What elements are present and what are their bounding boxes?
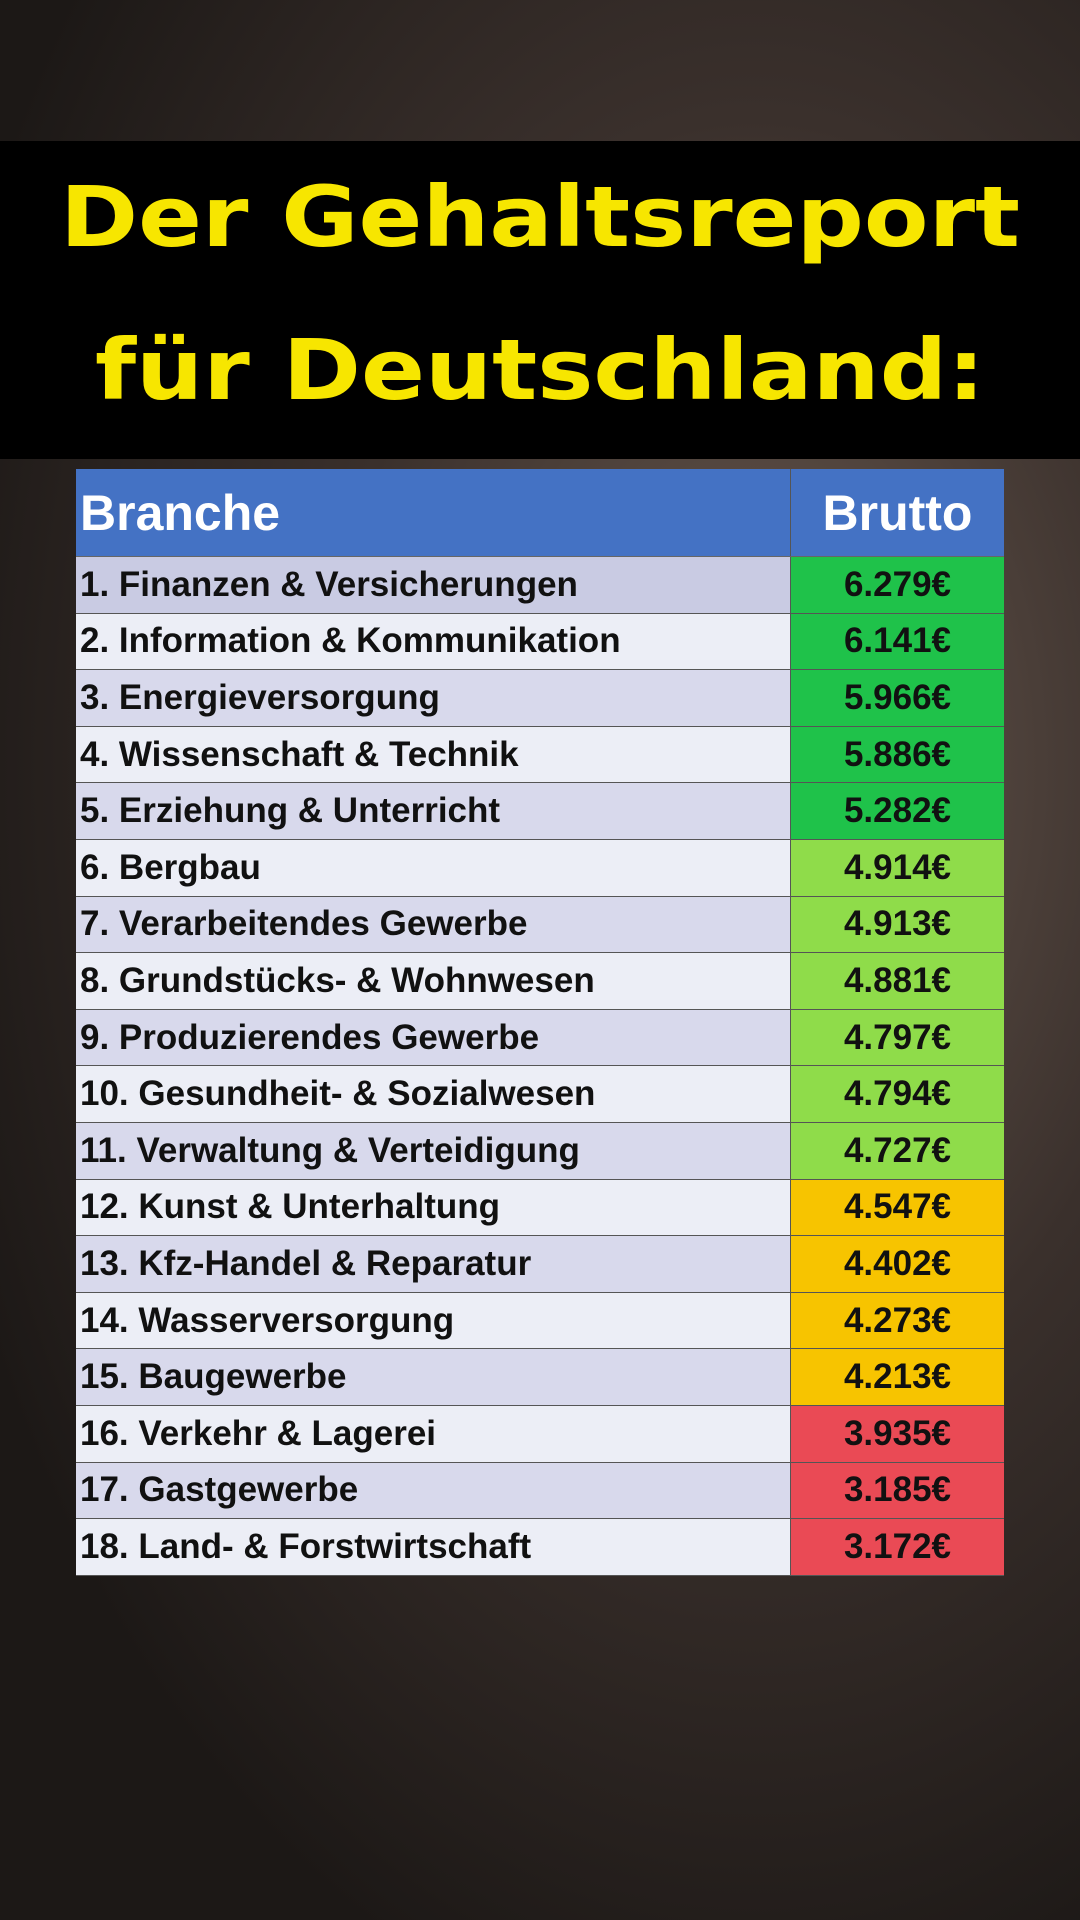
branche-cell: 2. Information & Kommunikation [76, 613, 791, 670]
brutto-cell: 5.886€ [791, 726, 1004, 783]
branche-cell: 6. Bergbau [76, 839, 791, 896]
brutto-cell: 3.185€ [791, 1462, 1004, 1519]
branche-cell: 11. Verwaltung & Verteidigung [76, 1122, 791, 1179]
table-row: 16. Verkehr & Lagerei 3.935€ [76, 1405, 1004, 1463]
brutto-cell: 4.273€ [791, 1292, 1004, 1349]
header-cell: Branche [76, 469, 791, 556]
branche-cell: 4. Wissenschaft & Technik [76, 726, 791, 783]
title-line: Der Gehaltsreport [60, 168, 1020, 266]
table-row: 14. Wasserversorgung 4.273€ [76, 1292, 1004, 1350]
branche-cell: 13. Kfz-Handel & Reparatur [76, 1236, 791, 1292]
header-cell: Brutto [822, 484, 973, 541]
brutto-cell: 4.881€ [791, 953, 1004, 1009]
table-row: 9. Produzierendes Gewerbe 4.797€ [76, 1009, 1004, 1067]
branche-cell: 14. Wasserversorgung [76, 1292, 791, 1349]
table-header: Branche Brutto [76, 469, 1004, 557]
brutto-cell: 4.913€ [791, 896, 1004, 953]
table-row: 15. Baugewerbe 4.213€ [76, 1349, 1004, 1406]
branche-cell: 5. Erziehung & Unterricht [76, 783, 791, 839]
branche-cell: 15. Baugewerbe [76, 1349, 791, 1405]
table-row: 3. Energieversorgung 5.966€ [76, 670, 1004, 727]
brutto-cell: 5.966€ [791, 670, 1004, 726]
table-row: 1. Finanzen & Versicherungen 6.279€ [76, 557, 1004, 614]
branche-cell: 10. Gesundheit- & Sozialwesen [76, 1066, 791, 1122]
table-row: 10. Gesundheit- & Sozialwesen 4.794€ [76, 1066, 1004, 1123]
table-row: 4. Wissenschaft & Technik 5.886€ [76, 726, 1004, 784]
title-line: für Deutschland: [95, 321, 985, 419]
branche-cell: 9. Produzierendes Gewerbe [76, 1009, 791, 1066]
table-row: 8. Grundstücks- & Wohnwesen 4.881€ [76, 953, 1004, 1010]
brutto-cell: 6.279€ [791, 557, 1004, 613]
table-row: 7. Verarbeitendes Gewerbe 4.913€ [76, 896, 1004, 954]
table-row: 12. Kunst & Unterhaltung 4.547€ [76, 1179, 1004, 1237]
table-row: 18. Land- & Forstwirtschaft 3.172€ [76, 1519, 1004, 1576]
brutto-cell: 4.797€ [791, 1009, 1004, 1066]
salary-table: Branche Brutto 1. Finanzen & Versicherun… [76, 469, 1004, 1576]
table-row: 17. Gastgewerbe 3.185€ [76, 1462, 1004, 1520]
branche-cell: 17. Gastgewerbe [76, 1462, 791, 1519]
branche-cell: 3. Energieversorgung [76, 670, 791, 726]
brutto-cell: 6.141€ [791, 613, 1004, 670]
branche-cell: 18. Land- & Forstwirtschaft [76, 1519, 791, 1575]
table-row: 11. Verwaltung & Verteidigung 4.727€ [76, 1122, 1004, 1180]
brutto-cell: 4.914€ [791, 839, 1004, 896]
brutto-cell: 4.794€ [791, 1066, 1004, 1122]
table-row: 2. Information & Kommunikation 6.141€ [76, 613, 1004, 671]
branche-cell: 8. Grundstücks- & Wohnwesen [76, 953, 791, 1009]
table-row: 5. Erziehung & Unterricht 5.282€ [76, 783, 1004, 840]
brutto-cell: 4.213€ [791, 1349, 1004, 1405]
branche-cell: 16. Verkehr & Lagerei [76, 1405, 791, 1462]
title-band: Der Gehaltsreport für Deutschland: [0, 141, 1080, 459]
brutto-cell: 3.935€ [791, 1405, 1004, 1462]
branche-cell: 1. Finanzen & Versicherungen [76, 557, 791, 613]
branche-cell: 7. Verarbeitendes Gewerbe [76, 896, 791, 953]
brutto-cell: 4.727€ [791, 1122, 1004, 1179]
brutto-cell: 5.282€ [791, 783, 1004, 839]
brutto-cell: 4.402€ [791, 1236, 1004, 1292]
branche-cell: 12. Kunst & Unterhaltung [76, 1179, 791, 1236]
table-row: 6. Bergbau 4.914€ [76, 839, 1004, 897]
brutto-cell: 3.172€ [791, 1519, 1004, 1575]
brutto-cell: 4.547€ [791, 1179, 1004, 1236]
table-row: 13. Kfz-Handel & Reparatur 4.402€ [76, 1236, 1004, 1293]
